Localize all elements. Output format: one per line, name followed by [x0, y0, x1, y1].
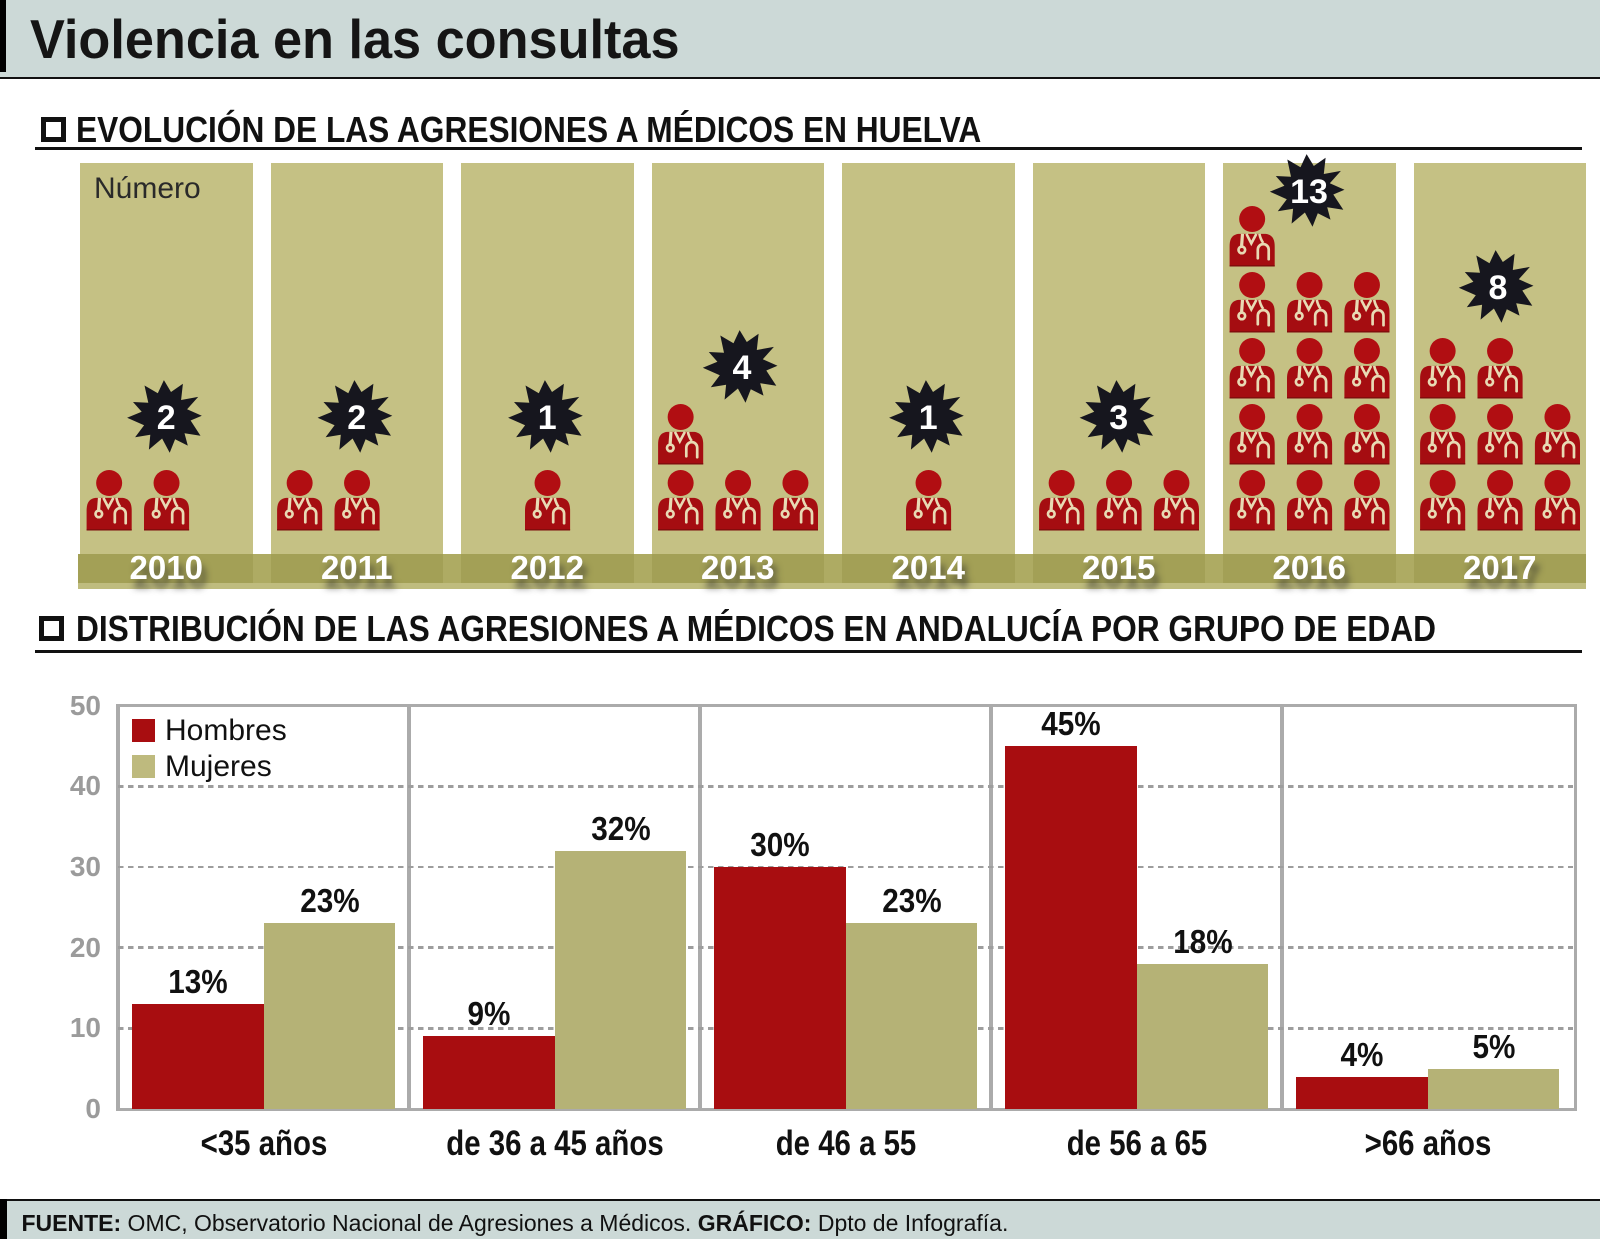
svg-text:13: 13 [1290, 173, 1328, 211]
svg-text:1: 1 [538, 399, 557, 437]
svg-text:4: 4 [733, 349, 752, 387]
svg-text:1: 1 [919, 399, 938, 437]
svg-text:2: 2 [347, 399, 366, 437]
svg-text:2: 2 [157, 399, 176, 437]
svg-text:3: 3 [1109, 399, 1128, 437]
svg-text:8: 8 [1489, 269, 1508, 307]
